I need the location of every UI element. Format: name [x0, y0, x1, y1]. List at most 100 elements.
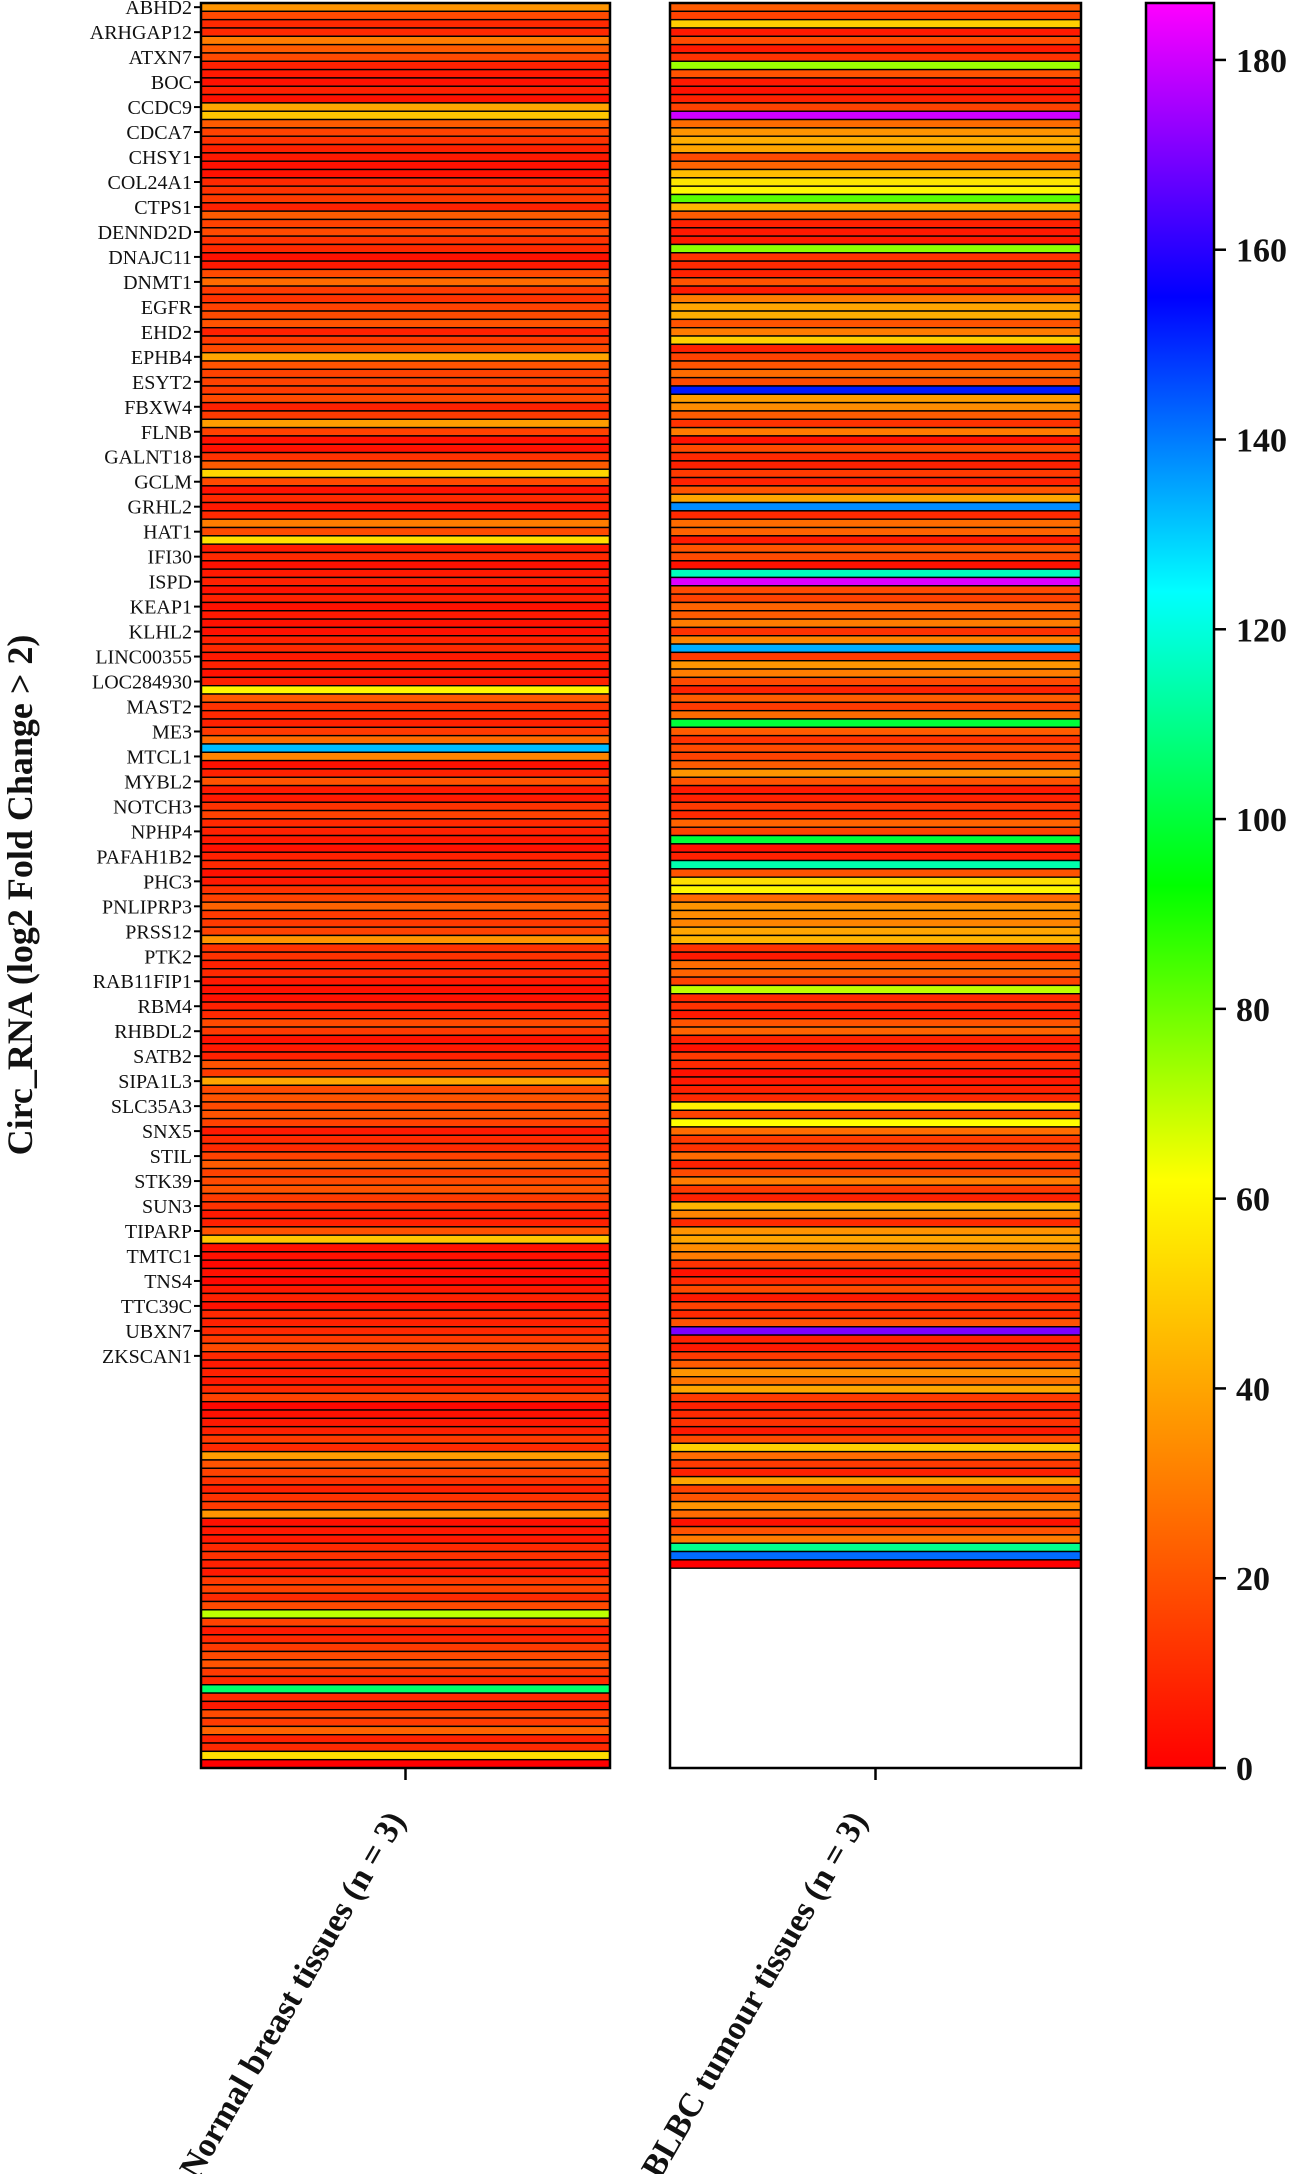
tumour-cell	[670, 969, 1081, 977]
tumour-cell	[670, 519, 1081, 527]
row-label: BOC	[151, 72, 192, 94]
normal-cell	[201, 36, 610, 44]
row-label: NPHP4	[131, 821, 192, 843]
tumour-cell	[670, 328, 1081, 336]
tumour-cell	[670, 78, 1081, 86]
tumour-cell	[670, 919, 1081, 927]
tumour-cell	[670, 1493, 1081, 1501]
normal-cell	[201, 145, 610, 153]
normal-cell	[201, 1427, 610, 1435]
normal-cell	[201, 95, 610, 103]
normal-cell	[201, 1443, 610, 1451]
normal-cell	[201, 1343, 610, 1351]
row-label: PRSS12	[125, 921, 192, 943]
normal-cell	[201, 1318, 610, 1326]
normal-cell	[201, 1219, 610, 1227]
normal-cell	[201, 1027, 610, 1035]
row-label: GRHL2	[128, 497, 192, 519]
row-label: PAFAH1B2	[96, 846, 192, 868]
normal-cell	[201, 1485, 610, 1493]
tumour-cell	[670, 403, 1081, 411]
y-axis-title: Circ_RNA (log2 Fold Change > 2)	[0, 635, 40, 1156]
colorbar-tick-label: 20	[1236, 1561, 1270, 1598]
normal-cell	[201, 1360, 610, 1368]
normal-cell	[201, 1585, 610, 1593]
tumour-cell	[670, 836, 1081, 844]
tumour-cell	[670, 536, 1081, 544]
tumour-cell	[670, 1052, 1081, 1060]
normal-cell	[201, 1635, 610, 1643]
normal-cell	[201, 1268, 610, 1276]
tumour-cell	[670, 394, 1081, 402]
normal-cell	[201, 1119, 610, 1127]
normal-cell	[201, 669, 610, 677]
normal-cell	[201, 852, 610, 860]
normal-cell	[201, 1527, 610, 1535]
tumour-cell	[670, 602, 1081, 610]
normal-cell	[201, 944, 610, 952]
tumour-cell	[670, 727, 1081, 735]
row-label: GCLM	[134, 472, 192, 494]
normal-cell	[201, 1402, 610, 1410]
tumour-cell	[670, 219, 1081, 227]
normal-cell	[201, 561, 610, 569]
normal-cell	[201, 353, 610, 361]
row-label: ZKSCAN1	[102, 1346, 192, 1368]
normal-cell	[201, 53, 610, 61]
normal-cell	[201, 594, 610, 602]
tumour-cell	[670, 1443, 1081, 1451]
row-label: CDCA7	[126, 122, 192, 144]
row-label: EHD2	[141, 322, 192, 344]
tumour-cell	[670, 1169, 1081, 1177]
normal-cell	[201, 1194, 610, 1202]
normal-cell	[201, 969, 610, 977]
tumour-cell	[670, 960, 1081, 968]
tumour-cell	[670, 636, 1081, 644]
normal-cell	[201, 278, 610, 286]
tumour-cell	[670, 478, 1081, 486]
normal-cell	[201, 78, 610, 86]
normal-cell	[201, 1327, 610, 1335]
normal-cell	[201, 1660, 610, 1668]
tumour-cell	[670, 719, 1081, 727]
tumour-cell	[670, 461, 1081, 469]
normal-cell	[201, 469, 610, 477]
row-label: CHSY1	[129, 147, 192, 169]
tumour-cell	[670, 1110, 1081, 1118]
normal-cell	[201, 1094, 610, 1102]
row-label: SLC35A3	[111, 1096, 192, 1118]
normal-cell	[201, 761, 610, 769]
tumour-cell	[670, 652, 1081, 660]
normal-cell	[201, 1035, 610, 1043]
tumour-cell	[670, 761, 1081, 769]
normal-cell	[201, 1477, 610, 1485]
normal-cell	[201, 544, 610, 552]
normal-cell	[201, 11, 610, 19]
tumour-cell	[670, 1019, 1081, 1027]
tumour-cell	[670, 977, 1081, 985]
tumour-cell	[670, 1002, 1081, 1010]
normal-cell	[201, 1202, 610, 1210]
normal-cell	[201, 1227, 610, 1235]
row-label: DENND2D	[98, 222, 192, 244]
normal-cell	[201, 1668, 610, 1676]
tumour-cell	[670, 1543, 1081, 1551]
tumour-cell	[670, 444, 1081, 452]
normal-cell	[201, 1127, 610, 1135]
tumour-tissue-column	[670, 3, 1081, 1768]
normal-cell	[201, 619, 610, 627]
normal-cell	[201, 253, 610, 261]
normal-cell	[201, 528, 610, 536]
tumour-cell	[670, 153, 1081, 161]
normal-cell	[201, 344, 610, 352]
normal-cell	[201, 261, 610, 269]
normal-cell	[201, 486, 610, 494]
tumour-cell	[670, 744, 1081, 752]
tumour-cell	[670, 1085, 1081, 1093]
row-label: ME3	[152, 721, 192, 743]
tumour-cell	[670, 886, 1081, 894]
tumour-cell	[670, 386, 1081, 394]
tumour-cell	[670, 577, 1081, 585]
tumour-cell	[670, 1210, 1081, 1218]
tumour-cell	[670, 11, 1081, 19]
